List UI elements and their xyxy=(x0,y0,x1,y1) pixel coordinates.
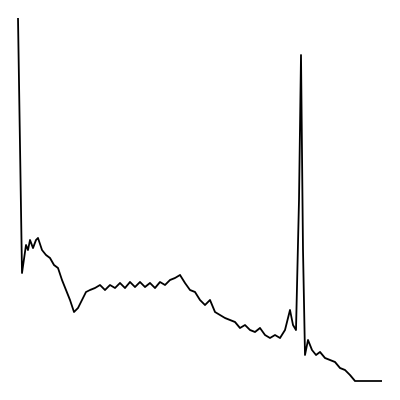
data-line xyxy=(17,17,382,382)
